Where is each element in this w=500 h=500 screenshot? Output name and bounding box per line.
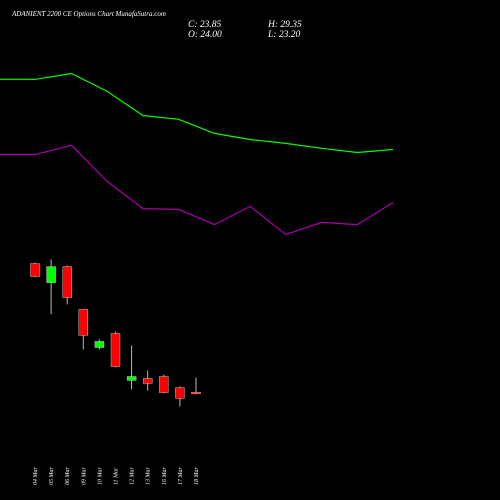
- x-tick-label: 09 Mar: [81, 467, 87, 485]
- candle-body: [191, 392, 201, 394]
- candle-body: [159, 376, 169, 393]
- x-tick-label: 05 Mar: [49, 467, 55, 485]
- low-label: L: 23.20: [267, 30, 300, 40]
- x-tick-label: 10 Mar: [97, 467, 103, 485]
- candle-body: [62, 266, 72, 298]
- open-label: O: 24.00: [188, 30, 222, 40]
- candle-body: [94, 341, 105, 348]
- x-tick-label: 04 Mar: [32, 467, 39, 485]
- indicator-line: [0, 72, 394, 154]
- x-tick-label: 16 Mar: [162, 467, 168, 485]
- x-tick-label: 18 Mar: [194, 467, 200, 485]
- candle-body: [175, 387, 185, 399]
- close-label: C: 23.85: [188, 20, 222, 30]
- candle-body: [110, 333, 121, 367]
- candle-body: [30, 263, 40, 277]
- x-tick-label: 11 Mar: [114, 467, 120, 485]
- x-tick-label: 06 Mar: [65, 467, 71, 485]
- high-label: H: 29.35: [267, 20, 302, 30]
- indicator-line: [0, 144, 394, 236]
- candle-body: [46, 266, 56, 283]
- candle-body: [142, 378, 153, 384]
- x-tick-label: 13 Mar: [146, 467, 152, 485]
- x-tick-label: 17 Mar: [178, 467, 184, 485]
- x-tick-label: 12 Mar: [130, 467, 136, 485]
- candle-body: [78, 309, 89, 336]
- candle-body: [126, 376, 137, 381]
- chart-title: ADANIENT 2200 CE Options Chart MunafaSut…: [11, 10, 166, 18]
